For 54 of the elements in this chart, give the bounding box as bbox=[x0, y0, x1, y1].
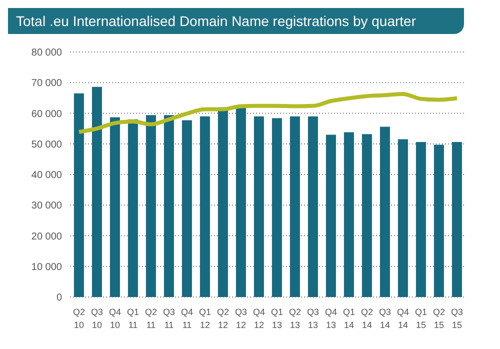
x-tick-label: Q3 14 bbox=[378, 307, 392, 330]
x-tick-label: Q3 11 bbox=[162, 307, 176, 330]
bar bbox=[344, 132, 354, 297]
x-tick-label: Q2 15 bbox=[432, 307, 446, 330]
bar bbox=[146, 115, 156, 297]
x-tick-label: Q1 15 bbox=[414, 307, 428, 330]
x-tick-label: Q2 10 bbox=[72, 307, 86, 330]
x-tick-label: Q2 12 bbox=[216, 307, 230, 330]
x-tick-label: Q3 13 bbox=[306, 307, 320, 330]
y-tick-label: 10 000 bbox=[31, 262, 62, 273]
bar bbox=[272, 118, 282, 297]
x-tick-label: Q4 11 bbox=[180, 307, 194, 330]
bar bbox=[416, 142, 426, 297]
bar bbox=[308, 116, 318, 297]
x-tick-label: Q4 13 bbox=[324, 307, 338, 330]
bar bbox=[92, 86, 102, 297]
line-series bbox=[77, 92, 459, 134]
y-tick-label: 30 000 bbox=[31, 200, 62, 212]
bar bbox=[452, 142, 462, 297]
x-tick-label: Q1 13 bbox=[270, 307, 284, 330]
x-tick-label: Q4 14 bbox=[396, 307, 410, 330]
x-tick-label: Q2 11 bbox=[144, 307, 158, 330]
bar bbox=[326, 134, 336, 297]
bar bbox=[164, 115, 174, 297]
bar bbox=[74, 93, 84, 297]
bar bbox=[362, 134, 372, 297]
y-tick-label: 60 000 bbox=[31, 108, 62, 120]
bar bbox=[380, 126, 390, 297]
y-tick-label: 20 000 bbox=[31, 231, 62, 242]
x-tick-label: Q3 15 bbox=[450, 307, 464, 330]
x-tick-label: Q4 12 bbox=[252, 307, 266, 330]
x-tick-label: Q2 14 bbox=[360, 307, 374, 330]
y-tick-label: 70 000 bbox=[31, 78, 62, 90]
x-tick-label: Q1 14 bbox=[342, 307, 356, 330]
y-tick-label: 50 000 bbox=[31, 139, 62, 150]
x-tick-label: Q3 12 bbox=[234, 307, 248, 330]
bar bbox=[434, 144, 444, 297]
bar bbox=[254, 116, 264, 297]
bar bbox=[200, 116, 210, 297]
x-tick-label: Q3 10 bbox=[90, 307, 104, 330]
bar bbox=[182, 120, 192, 297]
x-tick-label: Q1 12 bbox=[198, 307, 212, 330]
y-tick-label: 80 000 bbox=[31, 48, 62, 59]
bar bbox=[290, 116, 300, 297]
x-tick-label: Q1 11 bbox=[126, 307, 140, 330]
x-tick-label: Q4 10 bbox=[108, 307, 122, 330]
x-tick-label: Q2 13 bbox=[288, 307, 302, 330]
bar bbox=[128, 119, 138, 297]
bar bbox=[398, 139, 408, 297]
chart-title: Total .eu Internationalised Domain Name registrations by quarter bbox=[8, 8, 464, 34]
bar bbox=[110, 117, 120, 297]
y-tick-label: 40 000 bbox=[31, 170, 62, 182]
y-tick-label: 0 bbox=[56, 292, 62, 304]
bar bbox=[236, 107, 246, 297]
